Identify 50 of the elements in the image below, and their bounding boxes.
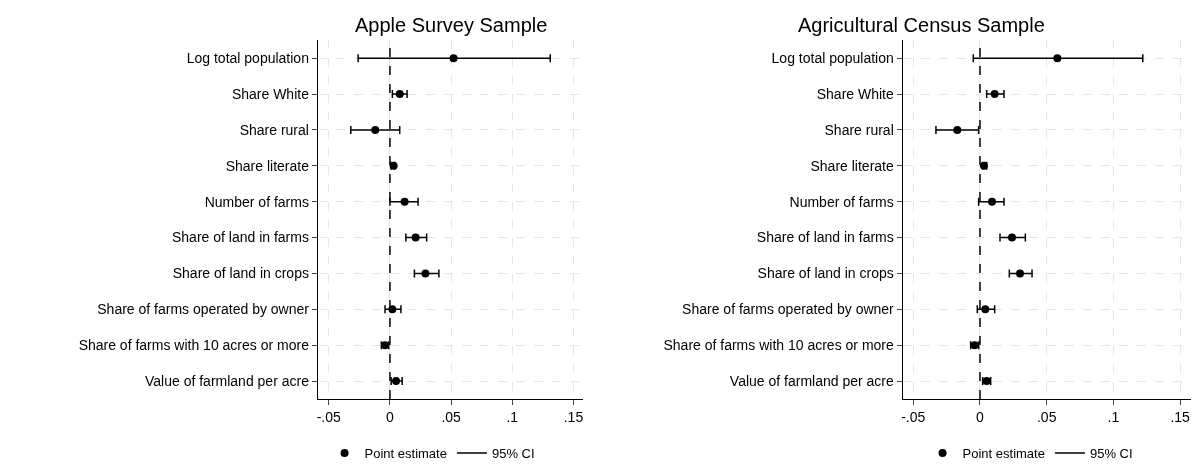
x-tick-label: 0: [976, 408, 985, 425]
point: [388, 305, 397, 314]
y-tick-label: Value of farmland per acre: [729, 372, 894, 389]
y-tick-label: Share of land in farms: [756, 229, 894, 246]
y-tick-label: Share of farms operated by owner: [682, 301, 895, 318]
y-tick-label: Share of land in crops: [172, 265, 309, 282]
x-tick-label: .1: [506, 408, 519, 425]
point: [371, 125, 380, 134]
point: [395, 90, 404, 99]
y-tick-label: Share literate: [225, 157, 310, 174]
point: [400, 197, 409, 206]
point: [988, 197, 996, 206]
text: 95% CI: [1089, 446, 1133, 462]
chart-title: Agricultural Census Sample: [798, 14, 1045, 36]
y-tick-label: Value of farmland per acre: [144, 372, 310, 389]
y-tick-label: Share literate: [810, 157, 894, 174]
point: [1016, 269, 1025, 278]
y-tick-label: Log total population: [771, 50, 894, 67]
y-tick-label: Share of land in crops: [757, 265, 894, 282]
point: [990, 90, 999, 99]
x-tick-label: .05: [441, 408, 462, 425]
y-tick-label: Number of farms: [204, 193, 309, 210]
y-tick-label: Share of land in farms: [171, 229, 309, 246]
y-tick-label: Share of farms operated by owner: [97, 301, 310, 318]
point: [411, 233, 420, 242]
y-tick-label: Log total population: [186, 50, 309, 67]
point: [1053, 54, 1062, 63]
y-tick-label: Share White: [816, 85, 894, 102]
y-tick-label: Share rural: [239, 121, 309, 138]
x-tick-label: .15: [1170, 408, 1191, 425]
x-tick-label: .1: [1107, 408, 1120, 425]
x-tick-label: -.05: [901, 408, 926, 425]
legend-label: Point estimate: [364, 446, 447, 462]
chart-title: Apple Survey Sample: [355, 14, 548, 36]
y-tick-label: Share of farms with 10 acres or more: [663, 337, 894, 354]
text: 95% CI: [491, 446, 535, 462]
y-tick-label: Share of farms with 10 acres or more: [78, 337, 310, 354]
point: [1008, 233, 1017, 242]
x-tick-label: .15: [563, 408, 584, 425]
point: [981, 305, 990, 314]
point: [953, 125, 962, 134]
x-tick-label: .05: [1036, 408, 1057, 425]
point: [449, 54, 458, 63]
x-tick-label: 0: [386, 408, 395, 425]
y-tick-label: Share rural: [824, 121, 894, 138]
y-tick-label: Share White: [231, 85, 310, 102]
point: [421, 269, 430, 278]
y-tick-label: Number of farms: [789, 193, 894, 210]
legend-label: Point estimate: [962, 446, 1045, 462]
x-tick-label: -.05: [316, 408, 342, 425]
